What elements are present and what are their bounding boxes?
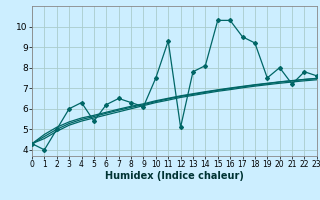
X-axis label: Humidex (Indice chaleur): Humidex (Indice chaleur): [105, 171, 244, 181]
